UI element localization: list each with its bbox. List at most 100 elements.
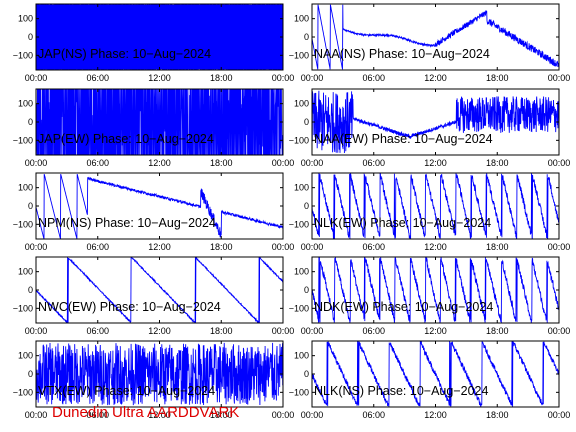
- x-tick-label: 12:00: [148, 410, 171, 420]
- panel-title: JAP(EW) Phase: 10−Aug−2024: [38, 132, 214, 146]
- y-tick-label: −100: [13, 303, 33, 313]
- x-tick-label: 00:00: [301, 73, 324, 83]
- x-tick-label: 00:00: [25, 326, 48, 336]
- x-tick-label: 12:00: [424, 410, 447, 420]
- phase-series-line: [312, 173, 559, 239]
- x-tick-label: 00:00: [25, 242, 48, 252]
- x-tick-label: 18:00: [210, 242, 233, 252]
- x-tick-label: 18:00: [210, 158, 233, 168]
- x-tick-label: 18:00: [486, 410, 509, 420]
- x-tick-label: 12:00: [424, 326, 447, 336]
- panel-title: NAA(NS) Phase: 10−Aug−2024: [314, 47, 490, 61]
- y-tick-label: 0: [28, 285, 33, 295]
- y-tick-label: 0: [304, 201, 309, 211]
- y-tick-label: −100: [13, 387, 33, 397]
- y-tick-label: −100: [13, 219, 33, 229]
- y-tick-label: −100: [289, 303, 309, 313]
- x-tick-label: 00:00: [272, 158, 295, 168]
- x-tick-label: 00:00: [301, 158, 324, 168]
- x-tick-label: 18:00: [210, 326, 233, 336]
- x-tick-label: 12:00: [424, 242, 447, 252]
- x-tick-label: 06:00: [86, 73, 109, 83]
- x-tick-label: 00:00: [548, 326, 571, 336]
- x-tick-label: 00:00: [272, 73, 295, 83]
- phase-series-line: [312, 4, 559, 70]
- x-tick-label: 00:00: [25, 73, 48, 83]
- x-tick-label: 00:00: [25, 158, 48, 168]
- y-tick-label: 0: [28, 32, 33, 42]
- x-tick-label: 18:00: [486, 158, 509, 168]
- y-tick-label: 0: [304, 32, 309, 42]
- phase-series-line: [36, 173, 283, 239]
- x-tick-label: 12:00: [424, 73, 447, 83]
- x-tick-label: 18:00: [486, 73, 509, 83]
- x-tick-label: 12:00: [148, 242, 171, 252]
- y-tick-label: 0: [28, 369, 33, 379]
- x-tick-label: 18:00: [210, 410, 233, 420]
- x-tick-label: 12:00: [148, 73, 171, 83]
- x-tick-label: 06:00: [362, 326, 385, 336]
- x-tick-label: 06:00: [362, 158, 385, 168]
- phase-panel: 100 0 −100 00:00 06:00 12:00 18:00 00:00 VTX(EW)…: [13, 340, 294, 420]
- x-tick-label: 06:00: [86, 326, 109, 336]
- y-tick-label: 100: [294, 267, 309, 277]
- phase-panel: 100 0 −100 00:00 06:00 12:00 18:00 00:00 NAA(NS)…: [289, 3, 571, 83]
- x-tick-label: 06:00: [362, 242, 385, 252]
- x-tick-label: 06:00: [86, 410, 109, 420]
- y-tick-label: 0: [304, 117, 309, 127]
- panel-title: NDK(EW) Phase: 10−Aug−2024: [314, 300, 493, 314]
- phase-series-line: [312, 90, 559, 154]
- y-tick-label: −100: [13, 50, 33, 60]
- y-tick-label: 0: [304, 369, 309, 379]
- y-tick-label: −100: [289, 50, 309, 60]
- x-tick-label: 00:00: [548, 410, 571, 420]
- y-tick-label: 100: [18, 183, 33, 193]
- x-tick-label: 00:00: [25, 410, 48, 420]
- phase-panel: 100 0 −100 00:00 06:00 12:00 18:00 00:00 NAA(EW)…: [289, 88, 571, 168]
- panel-title: NPM(NS) Phase: 10−Aug−2024: [38, 216, 216, 230]
- x-tick-label: 00:00: [272, 242, 295, 252]
- panel-title: VTX(EW) Phase: 10−Aug−2024: [38, 384, 215, 398]
- phase-panel: 100 0 −100 00:00 06:00 12:00 18:00 00:00 JAP(NS)…: [13, 3, 295, 83]
- y-tick-label: −100: [289, 387, 309, 397]
- x-tick-label: 00:00: [301, 326, 324, 336]
- phase-series-line: [36, 342, 283, 406]
- phase-series-line: [36, 4, 283, 70]
- x-tick-label: 18:00: [486, 242, 509, 252]
- x-tick-label: 12:00: [424, 158, 447, 168]
- x-tick-label: 06:00: [86, 242, 109, 252]
- y-tick-label: 100: [294, 99, 309, 109]
- x-tick-label: 06:00: [362, 73, 385, 83]
- phase-panel: 100 0 −100 00:00 06:00 12:00 18:00 00:00 JAP(EW)…: [13, 88, 295, 168]
- x-tick-label: 00:00: [548, 242, 571, 252]
- y-tick-label: 0: [28, 201, 33, 211]
- y-tick-label: 100: [18, 267, 33, 277]
- x-tick-label: 12:00: [148, 158, 171, 168]
- panel-title: NWC(EW) Phase: 10−Aug−2024: [38, 300, 221, 314]
- x-tick-label: 00:00: [548, 73, 571, 83]
- panel-title: NLK(NS) Phase: 10−Aug−2024: [314, 384, 488, 398]
- panel-title: NAA(EW) Phase: 10−Aug−2024: [314, 132, 493, 146]
- y-tick-label: 100: [18, 99, 33, 109]
- x-tick-label: 12:00: [148, 326, 171, 336]
- footer-caption: Dunedin Ultra AARDDVARK: [52, 404, 240, 421]
- phase-series-line: [36, 257, 283, 323]
- phase-series-line: [312, 257, 559, 323]
- phase-panel: 100 0 −100 00:00 06:00 12:00 18:00 00:00 NWC(EW)…: [13, 256, 294, 336]
- y-tick-label: −100: [289, 219, 309, 229]
- phase-panel: 100 0 −100 00:00 06:00 12:00 18:00 00:00 NPM(NS)…: [13, 172, 295, 252]
- x-tick-label: 06:00: [362, 410, 385, 420]
- x-tick-label: 00:00: [301, 410, 324, 420]
- x-tick-label: 00:00: [548, 158, 571, 168]
- y-tick-label: 0: [304, 285, 309, 295]
- y-tick-label: −100: [289, 135, 309, 145]
- y-tick-label: 0: [28, 117, 33, 127]
- y-tick-label: 100: [18, 351, 33, 361]
- panel-title: NLK(EW) Phase: 10−Aug−2024: [314, 216, 491, 230]
- y-tick-label: −100: [13, 135, 33, 145]
- y-tick-label: 100: [294, 183, 309, 193]
- phase-panel: 100 0 −100 00:00 06:00 12:00 18:00 00:00 NDK(EW)…: [289, 256, 571, 336]
- phase-series-line: [312, 341, 559, 407]
- y-tick-label: 100: [18, 14, 33, 24]
